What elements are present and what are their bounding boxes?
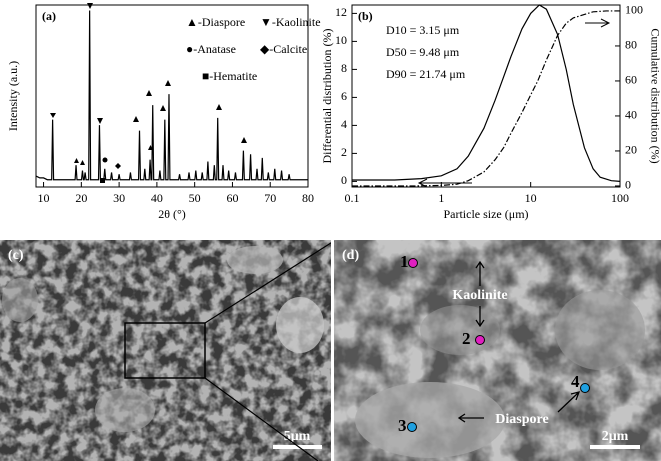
x-tick-label: 70 bbox=[264, 191, 276, 205]
y-tick-label: 6 bbox=[341, 89, 347, 103]
zoom-line bbox=[204, 377, 319, 461]
y-tick-label: 4 bbox=[341, 117, 347, 131]
x-axis-label: Particle size (μm) bbox=[443, 207, 528, 221]
legend-label: ▼-Kaolinite bbox=[260, 15, 321, 29]
arrow bbox=[417, 18, 611, 188]
sem-image-c: (c) 5μm bbox=[0, 240, 331, 461]
y-axis-label: Intensity (a.u.) bbox=[6, 61, 20, 131]
annotation: D50 = 9.48 μm bbox=[386, 45, 460, 59]
y2-tick-label: 0 bbox=[625, 178, 631, 192]
sem-image-d: (d) Kaolinite Diaspore 1 2 3 4 2μm bbox=[334, 240, 661, 461]
panel-label: (b) bbox=[358, 9, 373, 23]
scale-bar-label: 5μm bbox=[284, 429, 311, 444]
y-axis-label: Differential distribution (%) bbox=[320, 28, 334, 163]
x-tick-label: 30 bbox=[113, 191, 125, 205]
y2-tick-label: 80 bbox=[625, 38, 637, 52]
y2-tick-label: 100 bbox=[625, 3, 643, 17]
kaolinite-label: Kaolinite bbox=[452, 288, 507, 303]
data-line bbox=[352, 10, 620, 187]
legend-label: ▲-Diaspore bbox=[186, 15, 245, 29]
x-axis-label: 2θ (°) bbox=[158, 207, 186, 221]
x-tick-label: 40 bbox=[151, 191, 163, 205]
x-tick-label: 100 bbox=[611, 191, 629, 205]
point-label: 4 bbox=[571, 372, 580, 391]
annotation: D10 = 3.15 μm bbox=[386, 23, 460, 37]
panel-label: (c) bbox=[8, 248, 24, 263]
zoom-line bbox=[204, 240, 335, 324]
point-label: 2 bbox=[462, 329, 471, 348]
y-tick-label: 10 bbox=[335, 33, 347, 47]
plot-frame bbox=[351, 4, 621, 188]
x-tick-label: 80 bbox=[302, 191, 314, 205]
y-tick-label: 0 bbox=[341, 173, 347, 187]
x-tick-label: 10 bbox=[38, 191, 50, 205]
y2-tick-label: 40 bbox=[625, 108, 637, 122]
panel-label: (d) bbox=[342, 248, 359, 263]
scale-bar-label: 2μm bbox=[602, 429, 629, 444]
y2-axis-label: Cumulative distribution (%) bbox=[648, 28, 661, 163]
y-tick-label: 8 bbox=[341, 61, 347, 75]
data-line bbox=[352, 4, 621, 182]
x-tick-label: 50 bbox=[189, 191, 201, 205]
point-label: 3 bbox=[398, 416, 407, 435]
legend-label: ◆-Calcite bbox=[260, 42, 307, 56]
x-tick-label: 20 bbox=[75, 191, 87, 205]
x-tick-label: 0.1 bbox=[345, 191, 360, 205]
plot-frame bbox=[35, 4, 309, 188]
y2-tick-label: 60 bbox=[625, 73, 637, 87]
y-tick-label: 12 bbox=[335, 5, 347, 19]
legend-label: ●-Anatase bbox=[186, 42, 236, 56]
point-label: 1 bbox=[400, 252, 409, 271]
x-tick-label: 1 bbox=[438, 191, 444, 205]
x-tick-label: 60 bbox=[226, 191, 238, 205]
annotation: D90 = 21.74 μm bbox=[386, 67, 466, 81]
panel-label: (a) bbox=[42, 9, 56, 23]
legend-label: ■-Hematite bbox=[202, 69, 257, 83]
y-tick-label: 2 bbox=[341, 145, 347, 159]
data-line bbox=[35, 10, 308, 181]
x-tick-label: 10 bbox=[525, 191, 537, 205]
y2-tick-label: 20 bbox=[625, 143, 637, 157]
diaspore-label: Diaspore bbox=[495, 412, 548, 427]
